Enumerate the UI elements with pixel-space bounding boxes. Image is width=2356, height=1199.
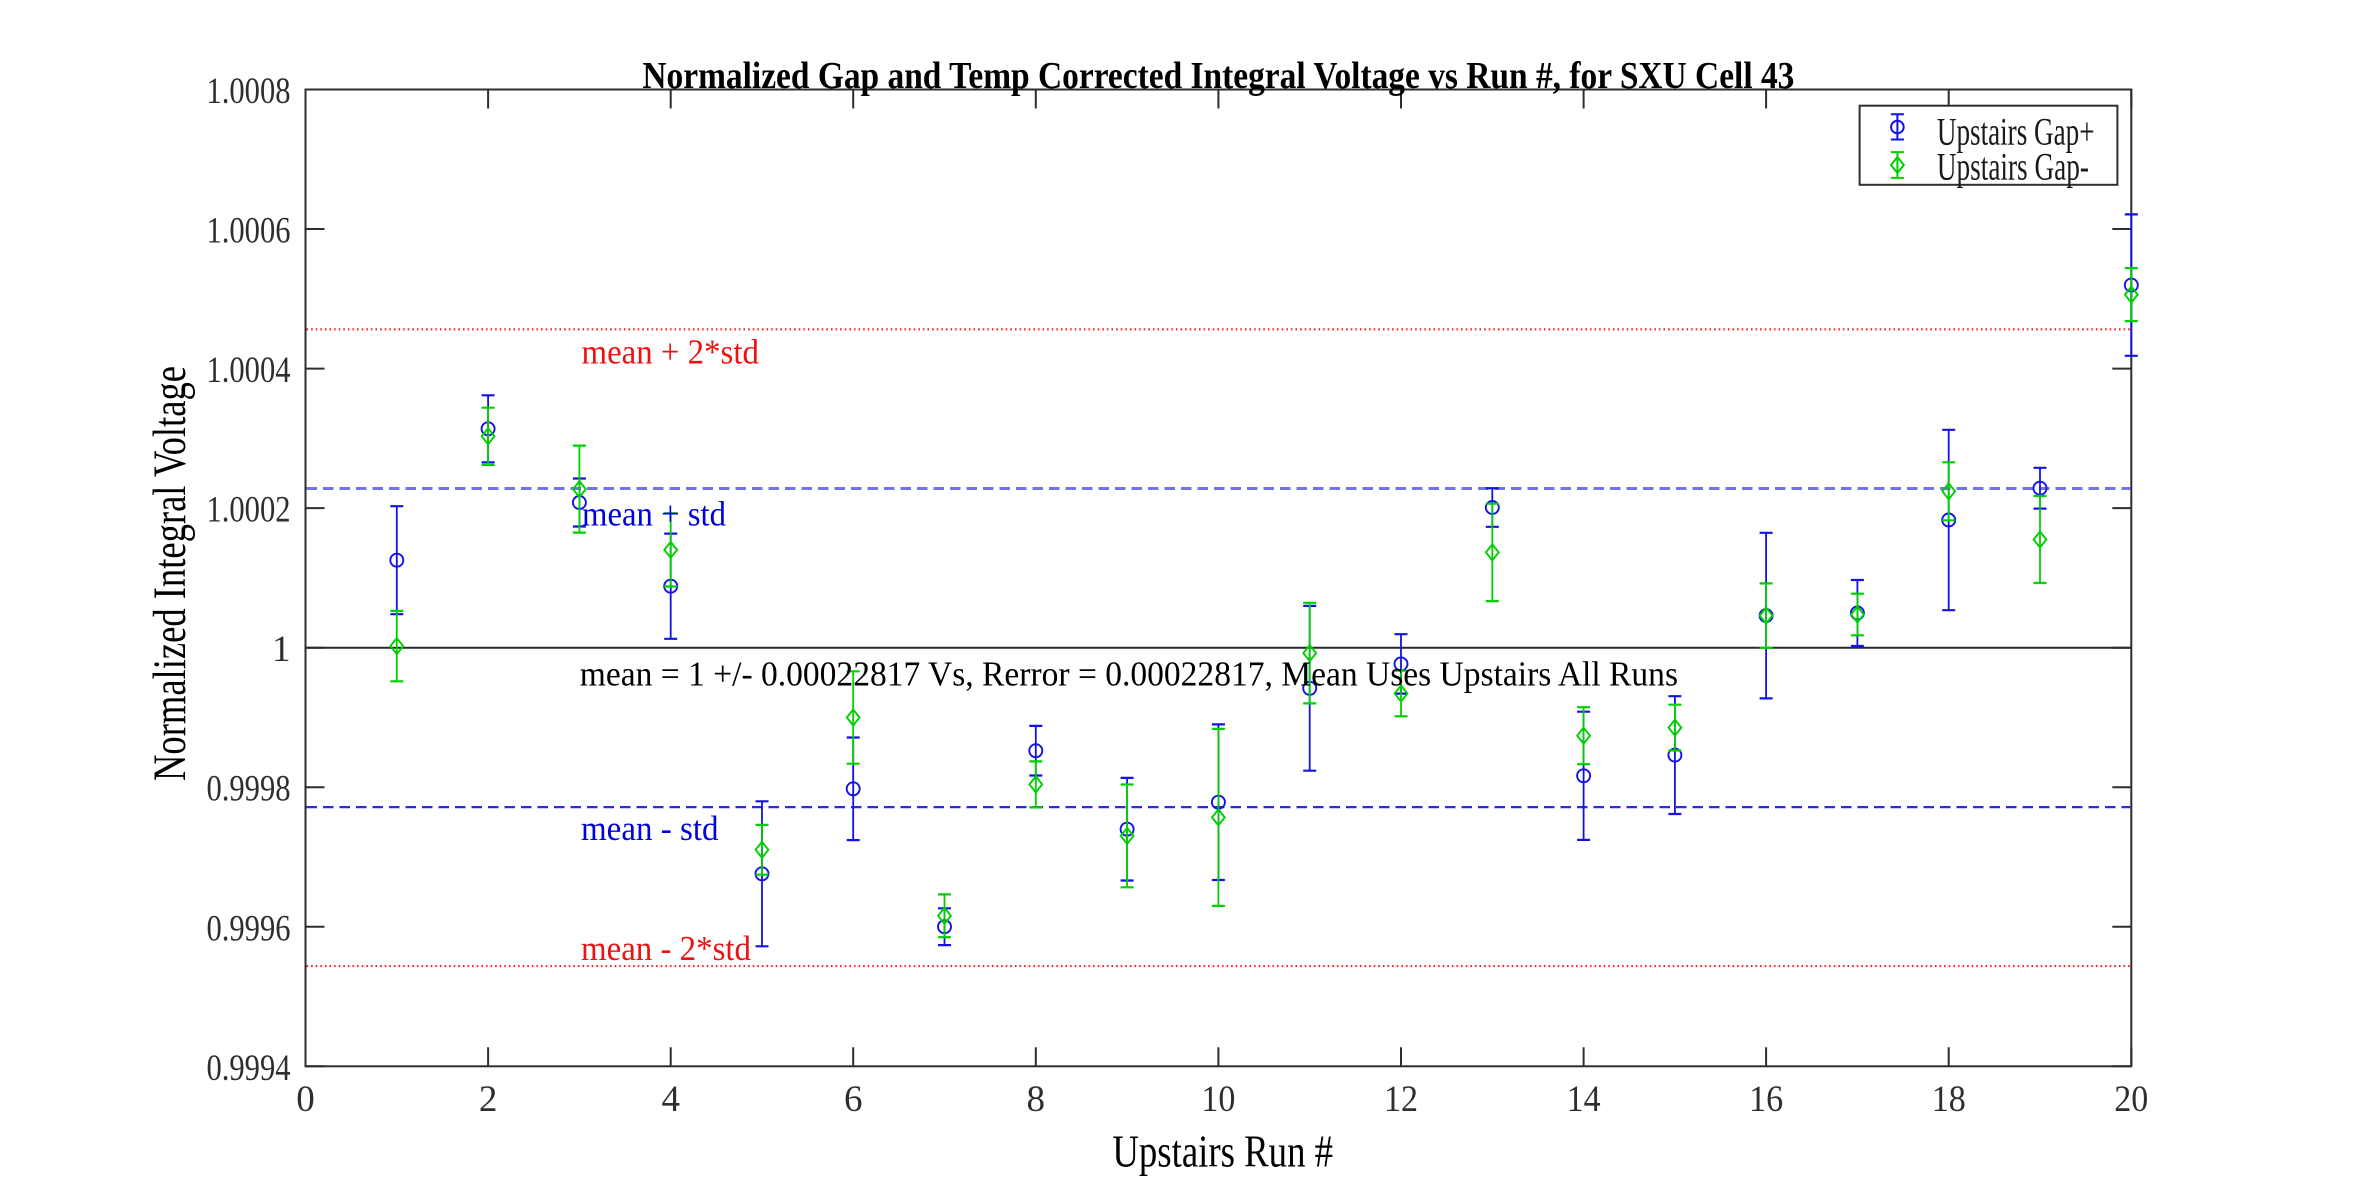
svg-text:0.9996: 0.9996	[207, 908, 291, 949]
svg-text:0.9998: 0.9998	[207, 769, 291, 810]
svg-text:Normalized Gap and Temp Correc: Normalized Gap and Temp Corrected Integr…	[642, 55, 1794, 97]
svg-text:Upstairs Gap-: Upstairs Gap-	[1937, 146, 2089, 189]
svg-text:mean - std: mean - std	[581, 809, 719, 848]
svg-text:18: 18	[1932, 1079, 1966, 1120]
svg-text:16: 16	[1749, 1079, 1783, 1120]
svg-text:1: 1	[272, 629, 291, 670]
svg-text:12: 12	[1384, 1079, 1418, 1120]
svg-text:Normalized Integral Voltage: Normalized Integral Voltage	[144, 366, 196, 781]
svg-text:1.0006: 1.0006	[207, 211, 291, 252]
svg-text:1.0004: 1.0004	[207, 350, 291, 391]
svg-text:1.0008: 1.0008	[207, 71, 291, 112]
svg-text:Upstairs Gap+: Upstairs Gap+	[1937, 111, 2095, 154]
svg-text:mean - 2*std: mean - 2*std	[581, 929, 751, 968]
svg-text:8: 8	[1027, 1079, 1046, 1120]
svg-text:10: 10	[1201, 1079, 1235, 1120]
svg-text:4: 4	[661, 1079, 680, 1120]
svg-text:0.9994: 0.9994	[207, 1048, 291, 1089]
svg-text:14: 14	[1567, 1079, 1601, 1120]
svg-text:1.0002: 1.0002	[207, 490, 291, 531]
svg-text:mean + 2*std: mean + 2*std	[582, 332, 760, 371]
svg-text:2: 2	[479, 1079, 498, 1120]
svg-text:mean + std: mean + std	[582, 494, 726, 533]
svg-text:Upstairs Run #: Upstairs Run #	[1112, 1125, 1333, 1176]
svg-text:mean = 1 +/- 0.00022817 Vs, Re: mean = 1 +/- 0.00022817 Vs, Rerror = 0.0…	[580, 655, 1678, 694]
svg-text:0: 0	[296, 1079, 315, 1120]
svg-text:20: 20	[2114, 1079, 2148, 1120]
svg-text:6: 6	[844, 1079, 863, 1120]
